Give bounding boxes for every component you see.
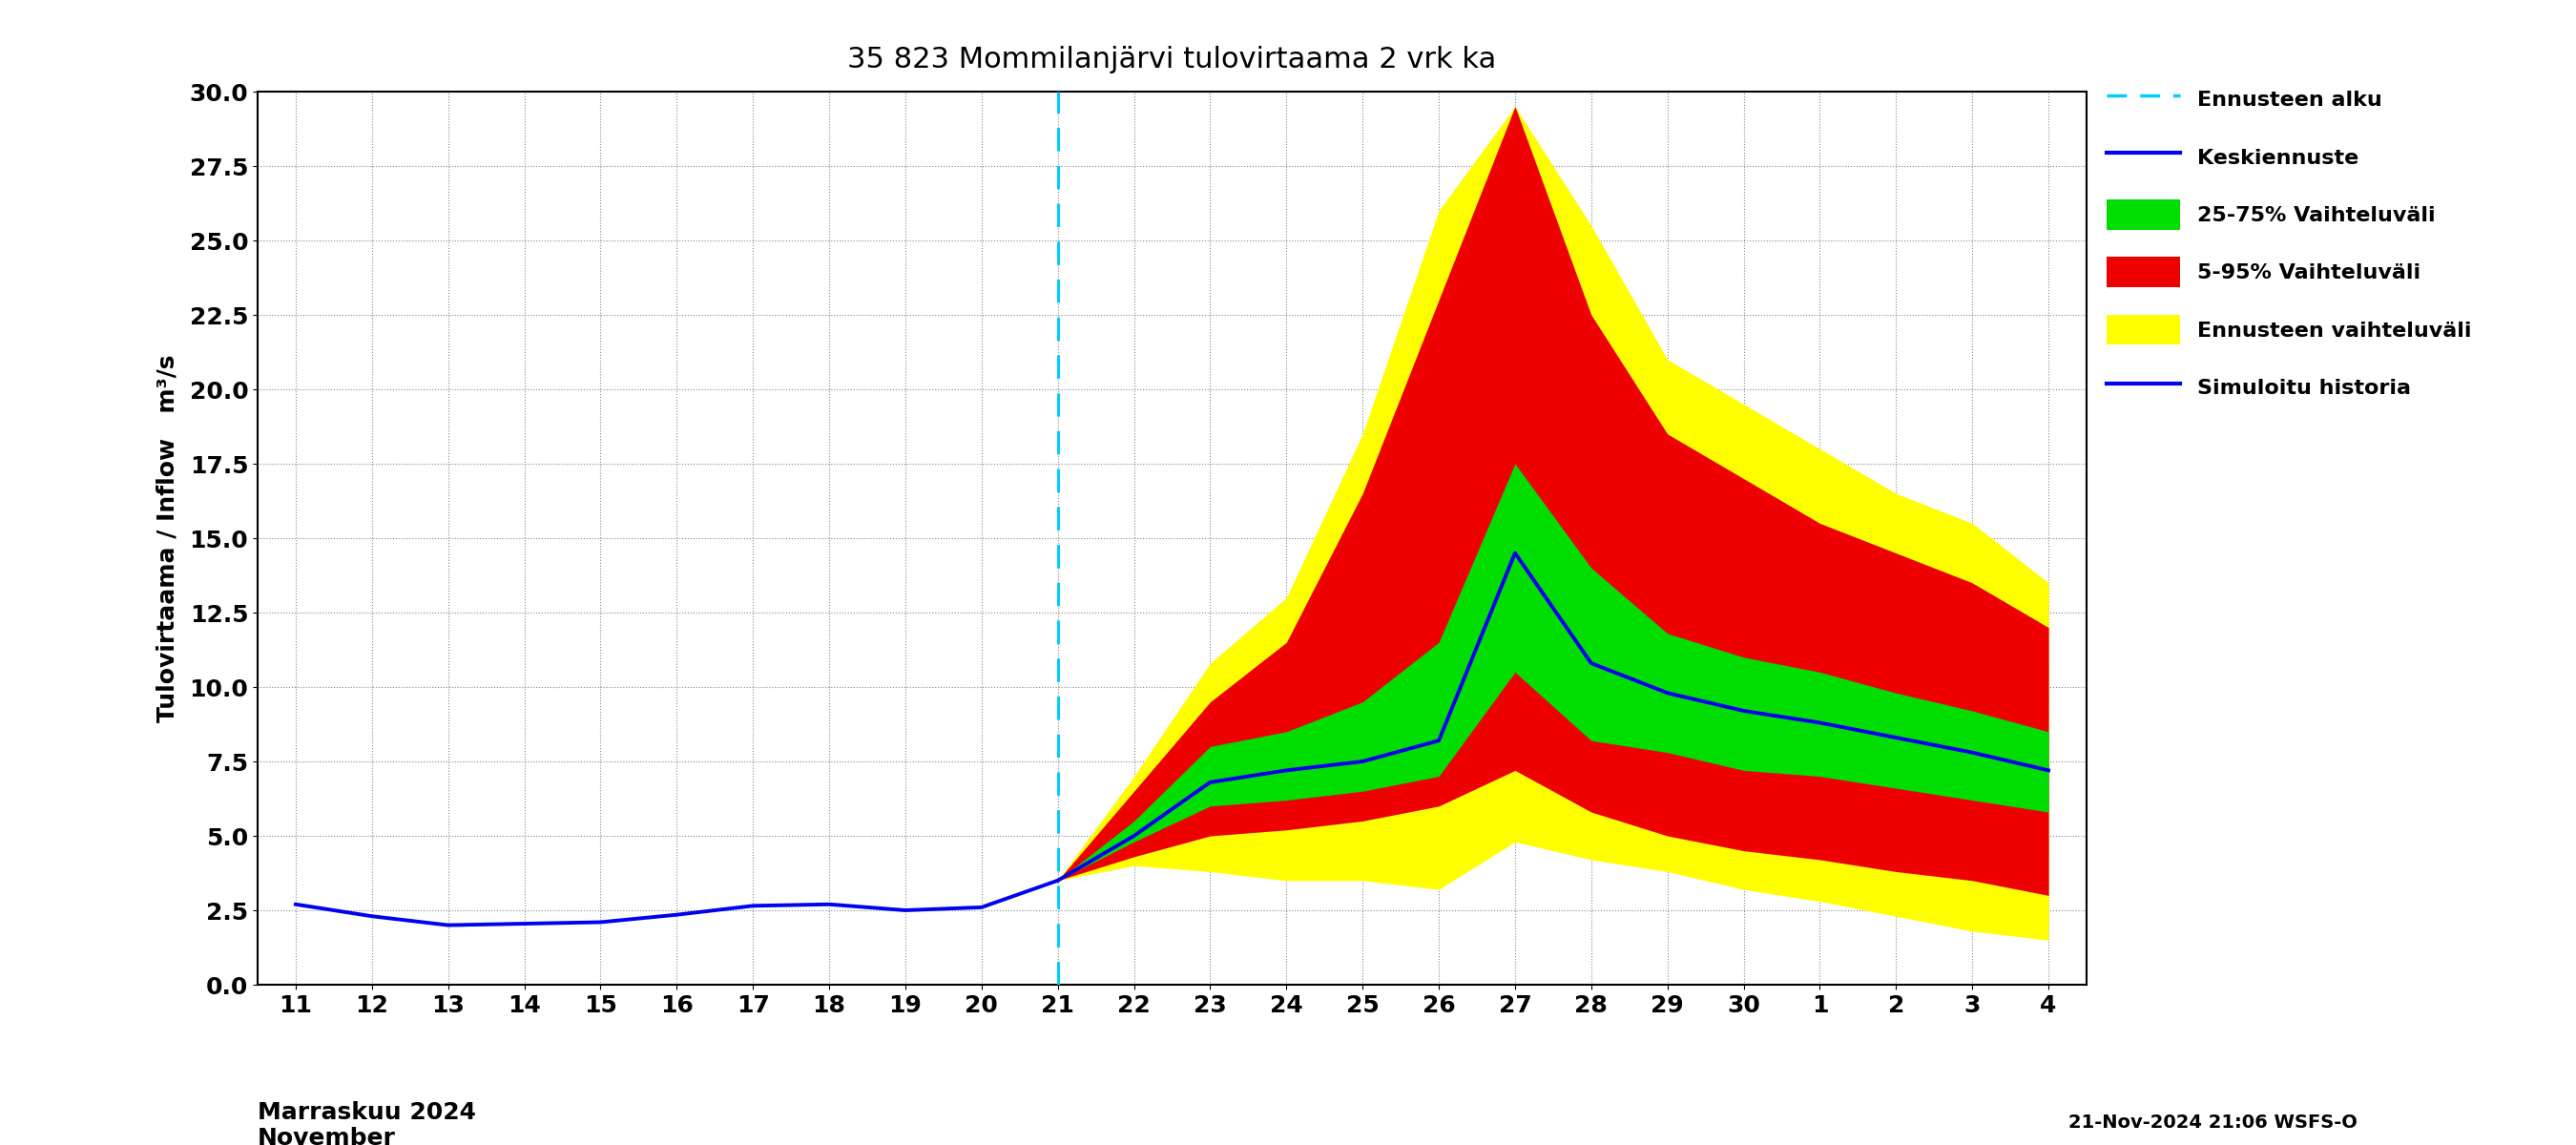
Y-axis label: Tulovirtaama / Inflow   m³/s: Tulovirtaama / Inflow m³/s xyxy=(155,354,178,722)
Text: 21-Nov-2024 21:06 WSFS-O: 21-Nov-2024 21:06 WSFS-O xyxy=(2069,1113,2357,1131)
Text: Marraskuu 2024
November: Marraskuu 2024 November xyxy=(258,1100,477,1145)
Title: 35 823 Mommilanjärvi tulovirtaama 2 vrk ka: 35 823 Mommilanjärvi tulovirtaama 2 vrk … xyxy=(848,46,1497,73)
Legend: Ennusteen alku, Keskiennuste, 25-75% Vaihteluväli, 5-95% Vaihteluväli, Ennusteen: Ennusteen alku, Keskiennuste, 25-75% Vai… xyxy=(2107,85,2473,402)
